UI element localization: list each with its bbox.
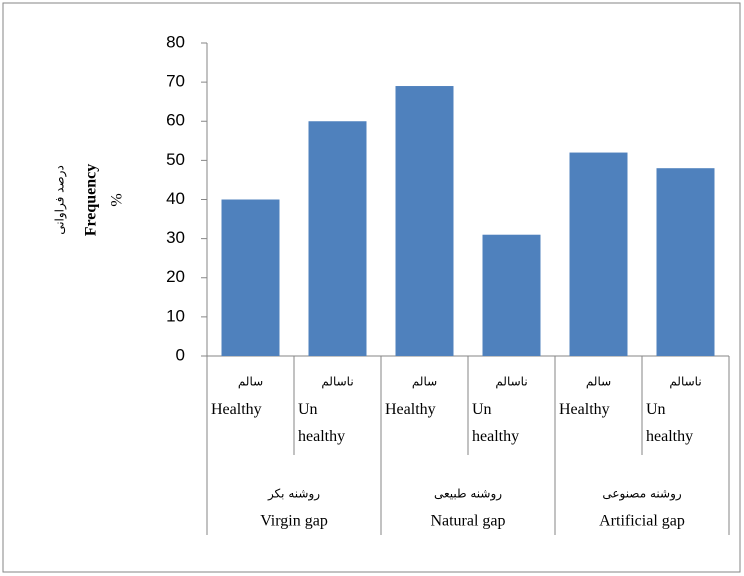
group-label: Virgin gap [260,513,328,530]
y-label-fa: درصد فراوانی [53,165,68,235]
group-label-fa: روشنه بکر [267,487,320,502]
x-tick-label-fa: سالم [586,375,611,389]
x-tick-label: Healthy [559,401,610,418]
y-tick-label: 30 [166,228,185,247]
x-tick-label-fa: ناسالم [669,375,701,389]
y-tick-label: 10 [166,306,185,325]
x-tick-label-box: Un healthy [646,401,694,445]
x-tick-label: Un healthy [646,401,694,445]
x-tick-label-box: Un healthy [298,401,346,445]
y-label-group: % [109,193,126,206]
x-tick-label-box: Un healthy [472,401,520,445]
x-tick-label: Healthy [211,401,262,418]
x-tick-label-box: Healthy [385,401,436,418]
x-tick-label-fa: سالم [412,375,437,389]
bar [395,86,454,356]
bar [569,152,628,356]
y-tick-label: 80 [166,32,185,51]
y-label-group: درصد فراوانی [53,165,68,235]
y-tick-label: 20 [166,267,185,286]
y-tick-label: 0 [176,345,185,364]
group-label: Artificial gap [599,513,685,530]
group-label: Natural gap [430,513,505,530]
y-tick-label: 60 [166,111,185,130]
x-tick-label-fa: سالم [238,375,263,389]
y-unit: % [109,193,126,206]
bar [221,199,280,356]
y-label: Frequency [83,164,100,237]
x-tick-label-fa: ناسالم [495,375,527,389]
x-tick-label: Healthy [385,401,436,418]
x-tick-label-box: Healthy [559,401,610,418]
y-tick-label: 40 [166,189,185,208]
group-label-fa: روشنه مصنوعی [602,487,682,502]
x-tick-label: Un healthy [472,401,520,445]
bar [308,121,367,356]
x-tick-label: Un healthy [298,401,346,445]
bar [482,234,541,356]
x-tick-label-box: Healthy [211,401,262,418]
y-tick-label: 50 [166,150,185,169]
y-tick-label: 70 [166,72,185,91]
bar [656,168,715,356]
group-label-fa: روشنه طبیعی [434,487,502,502]
y-label-group: Frequency [83,164,100,237]
x-tick-label-fa: ناسالم [321,375,353,389]
